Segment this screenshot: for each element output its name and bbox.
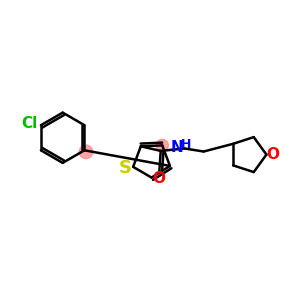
Text: Cl: Cl — [21, 116, 37, 131]
Text: O: O — [267, 147, 280, 162]
Text: H: H — [181, 138, 191, 151]
Circle shape — [156, 139, 168, 152]
Text: S: S — [119, 159, 132, 177]
Text: O: O — [153, 171, 166, 186]
Text: N: N — [170, 140, 183, 155]
Circle shape — [79, 145, 93, 159]
